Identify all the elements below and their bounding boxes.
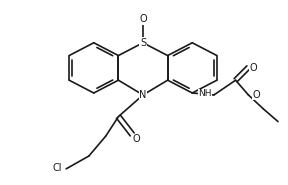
- Text: NH: NH: [198, 90, 212, 98]
- Text: S: S: [140, 38, 146, 48]
- Text: Cl: Cl: [53, 163, 62, 173]
- Text: N: N: [139, 90, 147, 100]
- Text: O: O: [132, 134, 140, 144]
- Text: O: O: [139, 14, 147, 24]
- Text: O: O: [249, 63, 257, 73]
- Text: O: O: [252, 90, 260, 100]
